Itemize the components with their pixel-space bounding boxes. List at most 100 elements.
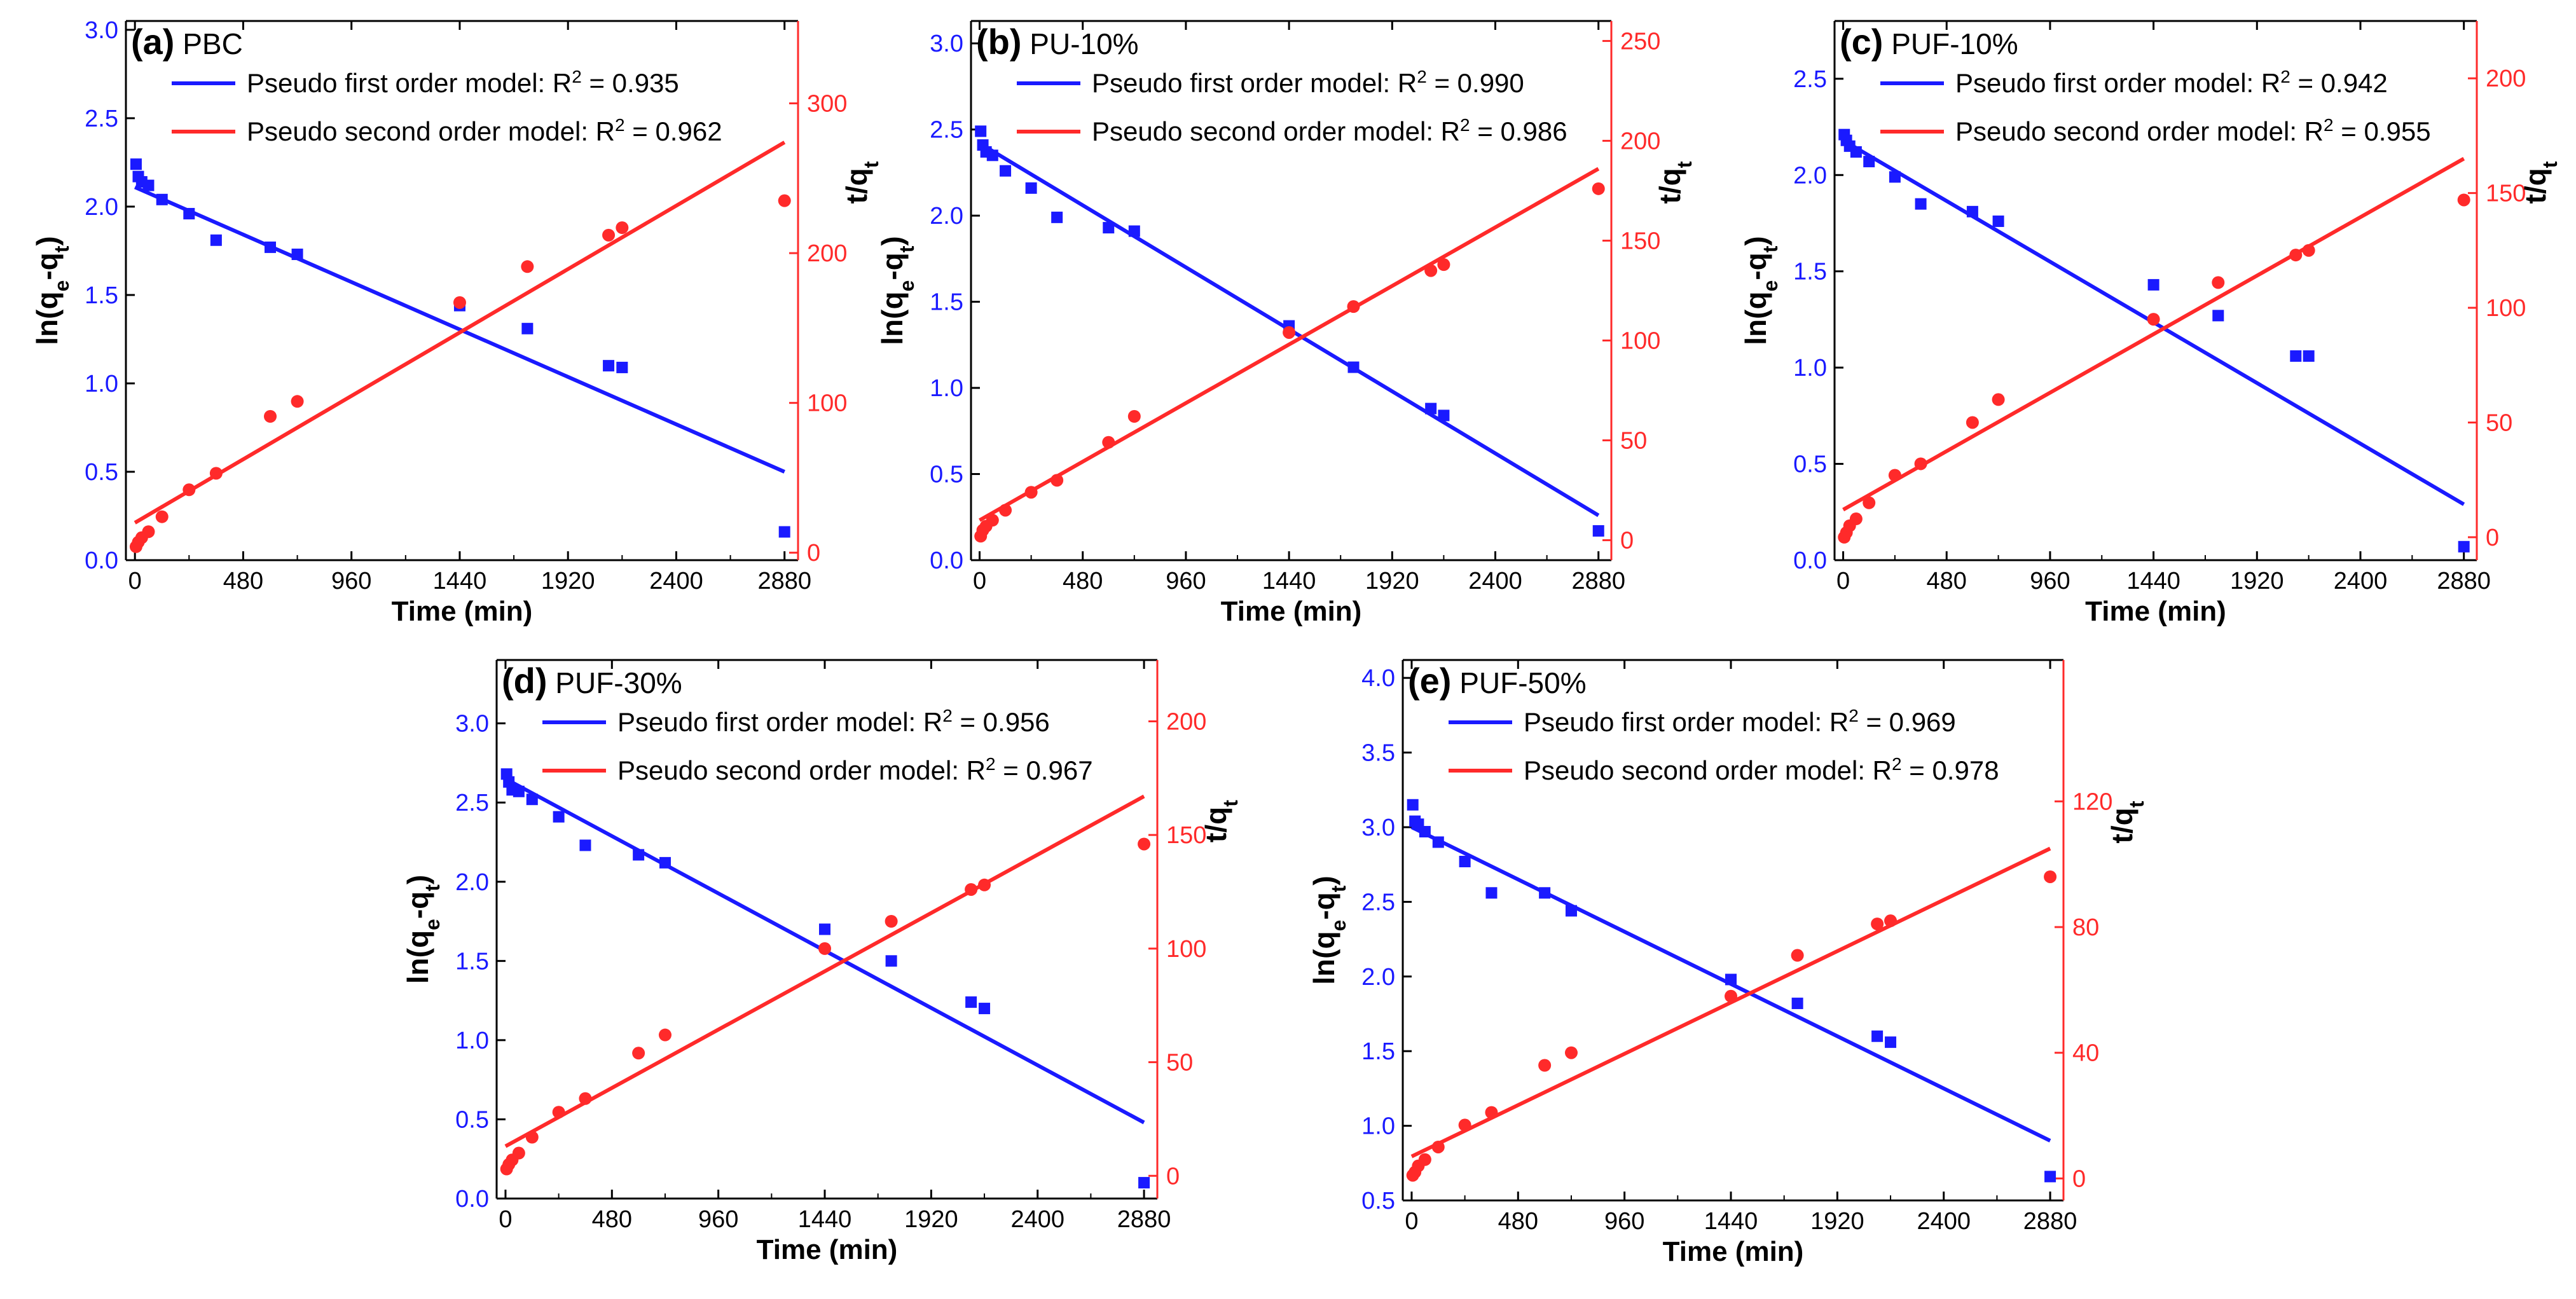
x-tick-label: 1920 [2230, 568, 2284, 595]
subscript: t [1219, 800, 1242, 807]
left-tick-label: 2.0 [1361, 964, 1395, 991]
label-part: -q [401, 891, 434, 919]
subscript: t [1759, 245, 1782, 252]
subscript: t [1327, 885, 1350, 892]
left-tick-label: 3.5 [1361, 740, 1395, 767]
right-tick-label: 200 [2486, 65, 2526, 92]
t-qt-point [264, 409, 277, 423]
legend-text: Pseudo first order model: R [1092, 68, 1417, 98]
legend-second-order-label: Pseudo second order model: R2 = 0.962 [247, 115, 722, 147]
left-tick-label: 4.0 [1361, 665, 1395, 692]
legend-second-order-label: Pseudo second order model: R2 = 0.978 [1524, 754, 1999, 786]
right-tick-label: 50 [1620, 428, 1647, 455]
t-qt-point [1863, 496, 1876, 509]
right-tick-label: 200 [1620, 128, 1660, 155]
legend-text: Pseudo first order model: R [247, 68, 572, 98]
right-tick-label: 120 [2072, 788, 2112, 815]
left-tick-label: 3.0 [1361, 814, 1395, 841]
sample-name: PUF-30% [548, 666, 682, 699]
t-qt-point [1966, 416, 1979, 429]
x-tick-label: 2880 [757, 568, 811, 595]
panel-label: (a) [131, 22, 174, 62]
legend-value: = 0.986 [1470, 116, 1567, 146]
t-qt-point [521, 260, 534, 273]
x-tick-label: 2880 [1117, 1206, 1171, 1233]
legend-second-order-label: Pseudo second order model: R2 = 0.986 [1092, 115, 1567, 147]
subscript: e [895, 280, 918, 292]
right-tick-label: 100 [807, 390, 847, 417]
panel-title: (c) PUF-10% [1840, 22, 2018, 62]
t-qt-point [1791, 949, 1804, 962]
label-part: ) [1307, 876, 1340, 885]
t-qt-point [2212, 276, 2225, 289]
x-tick-label: 1920 [1810, 1208, 1864, 1235]
chart-panel-puf-10-: 0 480 960 1440 1920 2400 2880 Time (min) 0.0 0.5 1… [1739, 20, 2561, 627]
subscript: e [421, 919, 444, 930]
panel-label: (c) [1840, 22, 1883, 62]
left-tick-label: 0.5 [930, 462, 963, 488]
t-qt-point [658, 1028, 672, 1041]
left-tick-label: 0.5 [85, 459, 118, 486]
ln-qe-qt-point [1992, 215, 2004, 227]
t-qt-point [1564, 1046, 1578, 1059]
superscript: 2 [1417, 67, 1427, 86]
legend-text: Pseudo second order model: R [247, 116, 615, 146]
ln-qe-qt-point [1000, 165, 1012, 177]
x-tick-label: 960 [1166, 568, 1206, 595]
left-tick-label: 3.0 [930, 31, 963, 57]
t-qt-point [291, 395, 304, 408]
ln-qe-qt-point [142, 179, 155, 191]
left-tick-label: 1.0 [930, 375, 963, 402]
t-qt-point [1992, 393, 2005, 406]
sample-name: PUF-10% [1883, 27, 2018, 60]
label-part: ) [1739, 236, 1772, 245]
left-tick-label: 1.0 [1361, 1113, 1395, 1140]
legend-second-order-label: Pseudo second order model: R2 = 0.955 [1955, 115, 2431, 147]
superscript: 2 [2280, 67, 2290, 86]
legend-text: Pseudo second order model: R [1092, 116, 1460, 146]
right-axis-title: t/qt [840, 161, 883, 203]
t-qt-point [986, 514, 999, 527]
subscript: t [2538, 161, 2561, 168]
ln-qe-qt-point [2303, 350, 2315, 362]
superscript: 2 [615, 115, 625, 135]
legend-value: = 0.935 [582, 68, 679, 98]
right-tick-label: 40 [2072, 1040, 2099, 1067]
left-tick-label: 0.5 [455, 1106, 489, 1133]
ln-qe-qt-point [1438, 409, 1450, 422]
label-part: -q [876, 252, 909, 280]
ln-qe-qt-point [603, 360, 615, 372]
t-qt-point [1538, 1059, 1552, 1072]
ln-qe-qt-point [579, 839, 591, 851]
label-part: ln(q [1739, 291, 1772, 345]
legend-value: = 0.955 [2334, 116, 2431, 146]
legend-text: Pseudo first order model: R [1955, 68, 2280, 98]
left-tick-label: 0.0 [1793, 547, 1827, 574]
left-tick-label: 0.0 [930, 547, 963, 574]
t-qt-point [2044, 870, 2057, 883]
ln-qe-qt-point [778, 526, 790, 538]
first-order-fit-line [134, 185, 785, 474]
legend-first-order-label: Pseudo first order model: R2 = 0.935 [247, 67, 679, 99]
left-tick-label: 3.0 [85, 17, 118, 44]
ln-qe-qt-point [1485, 887, 1498, 899]
t-qt-point [1849, 512, 1863, 526]
t-qt-point [512, 1146, 525, 1160]
legend-first-order-label: Pseudo first order model: R2 = 0.990 [1092, 67, 1524, 99]
right-axis-title: t/qt [2519, 161, 2561, 203]
left-tick-label: 0.5 [1361, 1188, 1395, 1214]
label-part: -q [1739, 252, 1772, 280]
x-axis-title: Time (min) [392, 596, 533, 627]
ln-qe-qt-point [1592, 525, 1604, 537]
x-tick-label: 960 [2030, 568, 2070, 595]
panel-label: (e) [1408, 661, 1451, 701]
ln-qe-qt-point [885, 955, 897, 967]
ln-qe-qt-point [553, 811, 565, 823]
right-tick-label: 200 [1166, 708, 1206, 735]
t-qt-point [453, 296, 466, 309]
left-axis-title: ln(qe-qt) [876, 236, 918, 345]
x-tick-label: 0 [1836, 568, 1850, 595]
right-tick-label: 100 [2486, 295, 2526, 322]
right-tick-label: 300 [807, 91, 847, 118]
